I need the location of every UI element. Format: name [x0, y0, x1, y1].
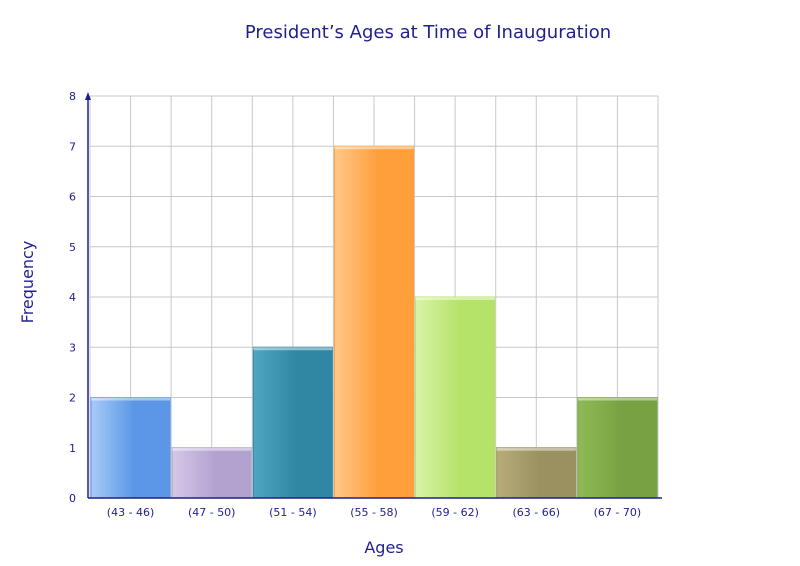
x-tick-label: (67 - 70) [594, 506, 642, 519]
x-tick-label: (51 - 54) [269, 506, 317, 519]
y-tick-label: 3 [69, 341, 76, 354]
y-tick-label: 2 [69, 392, 76, 405]
y-tick-label: 5 [69, 241, 76, 254]
y-axis-arrow-icon [85, 92, 91, 100]
x-tick-label: (55 - 58) [350, 506, 398, 519]
y-tick-label: 7 [69, 140, 76, 153]
bar-highlight-2 [253, 347, 333, 351]
bar-5 [496, 447, 577, 499]
chart-title: President’s Ages at Time of Inauguration [245, 22, 611, 43]
bar-highlight-5 [496, 447, 576, 451]
bar-3 [333, 145, 415, 499]
y-tick-labels: 0 1 2 3 4 5 6 7 8 [69, 90, 76, 505]
bar-6 [577, 397, 658, 499]
y-axis-title: Frequency [18, 241, 37, 324]
bar-highlight-4 [415, 297, 495, 300]
bar-highlight-1 [172, 447, 252, 451]
x-tick-label: (43 - 46) [107, 506, 155, 519]
bar-2 [252, 346, 333, 499]
bar-0 [90, 397, 171, 499]
y-tick-label: 0 [69, 492, 76, 505]
x-tick-label: (63 - 66) [513, 506, 561, 519]
bar-highlight-0 [91, 397, 171, 401]
axes [85, 92, 662, 499]
y-tick-label: 8 [69, 90, 76, 103]
x-tick-label: (59 - 62) [431, 506, 479, 519]
bar-1 [171, 447, 252, 499]
y-tick-label: 4 [69, 291, 76, 304]
x-tick-labels: (43 - 46) (47 - 50) (51 - 54) (55 - 58) (59 … [107, 506, 641, 519]
y-tick-label: 6 [69, 191, 76, 204]
bars [90, 145, 658, 499]
x-tick-label: (47 - 50) [188, 506, 236, 519]
y-tick-label: 1 [69, 442, 76, 455]
bar-highlight-6 [577, 397, 657, 401]
bar-4 [415, 296, 496, 499]
bar-highlight-3 [334, 146, 414, 150]
x-axis-title: Ages [364, 538, 403, 557]
